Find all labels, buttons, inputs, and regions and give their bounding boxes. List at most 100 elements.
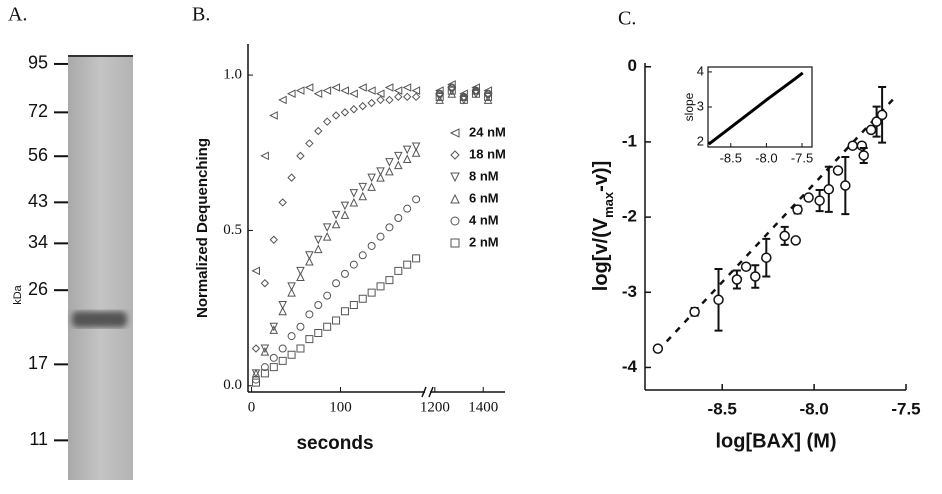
data-point (750, 271, 761, 282)
data-point (394, 151, 403, 161)
data-point (731, 274, 743, 285)
data-point (305, 139, 314, 148)
x-tick-label: 0 (248, 399, 256, 415)
panel-label: C. (618, 8, 636, 30)
marker-label: 43 (28, 191, 48, 211)
data-point (313, 235, 323, 245)
gel (68, 55, 133, 480)
data-point (314, 126, 323, 136)
data-point (340, 201, 350, 211)
data-point (296, 272, 305, 282)
data-point (305, 256, 314, 266)
y-axis-label-part: log[v/(V (590, 217, 612, 291)
x-tick-label: 1400 (468, 399, 498, 415)
marker-label: 34 (28, 232, 48, 252)
data-point (287, 287, 296, 297)
data-point (340, 108, 350, 117)
x-tick-label: -7.5 (891, 399, 920, 418)
y-axis-label-part: -v)] (590, 161, 612, 192)
panel-label: B. (192, 4, 210, 26)
data-point (286, 89, 296, 99)
data-point (402, 145, 412, 155)
data-point (412, 254, 421, 263)
data-point (823, 184, 835, 195)
y-tick-label: 1.0 (223, 67, 242, 83)
x-tick-label: -7.5 (791, 150, 813, 165)
data-point (251, 344, 261, 353)
data-point (385, 158, 394, 167)
data-point (459, 89, 468, 99)
data-point (340, 210, 350, 219)
data-point (349, 105, 359, 114)
data-point (367, 288, 376, 297)
data-point (305, 251, 314, 260)
data-point (385, 166, 394, 176)
data-point (358, 83, 367, 92)
data-point (483, 86, 493, 95)
data-point (367, 182, 376, 191)
data-point (376, 95, 385, 105)
data-point (305, 335, 314, 344)
y-tick-label: 4 (697, 63, 704, 78)
data-point (779, 230, 790, 242)
data-point (313, 89, 323, 99)
data-point (349, 260, 358, 269)
data-point (403, 92, 412, 102)
data-point (411, 92, 421, 102)
data-point (296, 344, 305, 353)
legend-label: 18 nM (469, 146, 506, 161)
data-point (314, 328, 323, 337)
data-point (278, 198, 287, 207)
y-tick-label: -2 (622, 207, 637, 226)
data-point (385, 223, 394, 232)
marker-label: 72 (28, 101, 48, 121)
data-point (260, 151, 269, 161)
data-point (260, 346, 270, 356)
data-point (471, 89, 480, 98)
data-point (447, 86, 456, 95)
data-point (331, 210, 341, 220)
data-point (394, 266, 403, 275)
y-axis-label: Normalized Dequenching (194, 138, 211, 318)
data-point (740, 261, 752, 272)
data-point (340, 269, 349, 278)
data-point (394, 214, 403, 222)
data-point (385, 276, 394, 285)
data-point (484, 92, 493, 101)
legend-symbol (450, 193, 460, 204)
data-point (323, 291, 332, 300)
data-point (269, 322, 279, 332)
data-point (394, 92, 403, 102)
data-point (403, 204, 412, 213)
marker-label: 11 (29, 429, 48, 449)
data-point (689, 306, 700, 318)
marker-label: 56 (28, 145, 48, 165)
data-point (792, 204, 803, 215)
data-point (847, 140, 858, 151)
data-point (403, 260, 412, 269)
data-line (707, 71, 804, 146)
x-tick-label: -8.5 (720, 150, 742, 165)
data-point (332, 316, 341, 325)
y-axis-label: log[v/(Vmax-v)] (590, 161, 616, 291)
data-point (251, 266, 261, 276)
data-point (358, 191, 368, 201)
panel-label: A. (8, 4, 27, 26)
data-point (393, 86, 403, 95)
data-point (287, 350, 296, 359)
x-tick-label: 100 (329, 399, 352, 415)
data-point (471, 83, 480, 92)
data-point (269, 353, 278, 362)
data-point (349, 89, 358, 99)
fit-line (656, 94, 898, 352)
data-point (278, 306, 287, 316)
data-point (323, 322, 332, 331)
data-point (790, 235, 801, 246)
data-point (305, 310, 314, 319)
y-tick-label: 2 (697, 134, 704, 149)
legend-label: 6 nM (469, 190, 499, 205)
y-tick-label: 0.5 (223, 222, 242, 238)
data-point (295, 86, 305, 95)
data-point (411, 148, 421, 157)
data-point (296, 151, 305, 161)
